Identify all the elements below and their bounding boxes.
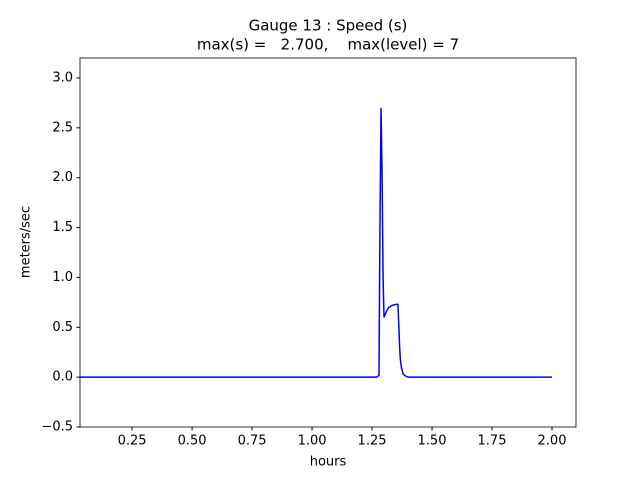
y-tick-label: 1.5 xyxy=(52,220,73,235)
data-line xyxy=(80,107,553,378)
y-tick-label: 0.0 xyxy=(52,370,73,385)
x-tick-label: 1.00 xyxy=(298,434,327,449)
chart-subtitle: max(s) = 2.700, max(level) = 7 xyxy=(197,36,459,54)
x-axis-label: hours xyxy=(310,455,347,470)
y-tick-label: 3.0 xyxy=(52,70,73,85)
x-tick-label: 1.75 xyxy=(478,434,507,449)
x-tick-label: 0.75 xyxy=(238,434,267,449)
y-tick-label: 0.5 xyxy=(52,320,73,335)
y-tick-label: 1.0 xyxy=(52,270,73,285)
x-tick-label: 1.50 xyxy=(418,434,447,449)
plot-frame xyxy=(79,57,577,428)
chart-title: Gauge 13 : Speed (s) xyxy=(249,17,408,35)
y-tick-label: −0.5 xyxy=(41,420,73,435)
x-tick-label: 0.25 xyxy=(118,434,147,449)
x-tick-label: 1.25 xyxy=(358,434,387,449)
y-tick-label: 2.0 xyxy=(52,170,73,185)
x-tick-label: 0.50 xyxy=(178,434,207,449)
x-tick-label: 2.00 xyxy=(538,434,567,449)
y-axis-label: meters/sec xyxy=(19,206,34,278)
y-tick-label: 2.5 xyxy=(52,120,73,135)
